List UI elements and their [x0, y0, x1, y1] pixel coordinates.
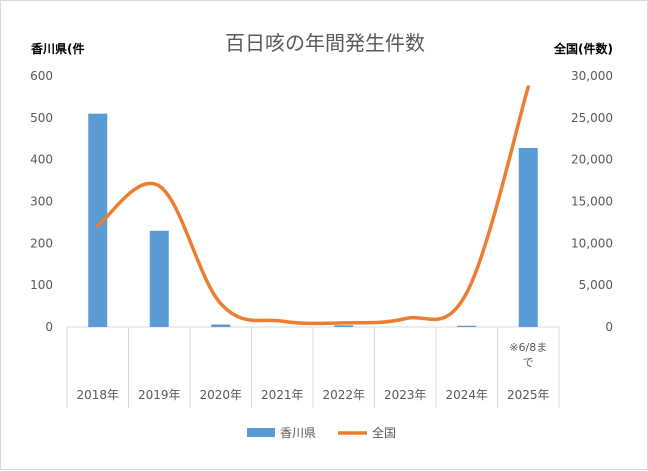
legend-swatch-bar — [247, 428, 275, 437]
bar — [334, 325, 353, 327]
legend: 香川県 全国 — [247, 425, 396, 440]
bar — [150, 231, 169, 327]
category-label: 2019年 — [138, 388, 181, 402]
legend-label-line: 全国 — [372, 425, 396, 440]
left-tick-label: 0 — [45, 320, 53, 334]
legend-label-bar: 香川県 — [280, 426, 316, 440]
left-tick-label: 400 — [30, 153, 53, 167]
category-label: 2022年 — [322, 388, 365, 402]
left-tick-label: 600 — [30, 69, 53, 83]
right-tick-label: 25,000 — [571, 111, 613, 125]
left-tick-label: 200 — [30, 236, 53, 250]
left-tick-label: 500 — [30, 111, 53, 125]
right-tick-label: 5,000 — [579, 278, 613, 292]
category-note-line: で — [523, 356, 534, 369]
bar — [519, 148, 538, 327]
category-label: 2018年 — [76, 388, 119, 402]
right-tick-label: 20,000 — [571, 153, 613, 167]
right-tick-label: 10,000 — [571, 236, 613, 250]
bar-series — [88, 114, 538, 327]
right-tick-label: 30,000 — [571, 69, 613, 83]
category-label: 2023年 — [384, 388, 427, 402]
left-axis-label: 香川県(件 — [30, 41, 85, 56]
chart-title: 百日咳の年間発生件数 — [225, 31, 425, 55]
category-note: ※6/8まで — [509, 341, 547, 369]
right-axis-label: 全国(件数) — [553, 41, 613, 56]
left-axis-ticks: 0 100 200 300 400 500 600 — [30, 69, 53, 334]
right-tick-label: 0 — [605, 320, 613, 334]
right-tick-label: 15,000 — [571, 195, 613, 209]
right-axis-ticks: 0 5,000 10,000 15,000 20,000 25,000 30,000 — [571, 69, 613, 334]
category-label: 2025年 — [507, 388, 550, 402]
bar — [457, 326, 476, 327]
category-note-line: ※6/8ま — [509, 341, 547, 354]
left-tick-label: 100 — [30, 278, 53, 292]
category-label: 2024年 — [445, 388, 488, 402]
left-tick-label: 300 — [30, 195, 53, 209]
category-label: 2021年 — [261, 388, 304, 402]
bar — [211, 324, 230, 327]
category-label: 2020年 — [199, 388, 242, 402]
